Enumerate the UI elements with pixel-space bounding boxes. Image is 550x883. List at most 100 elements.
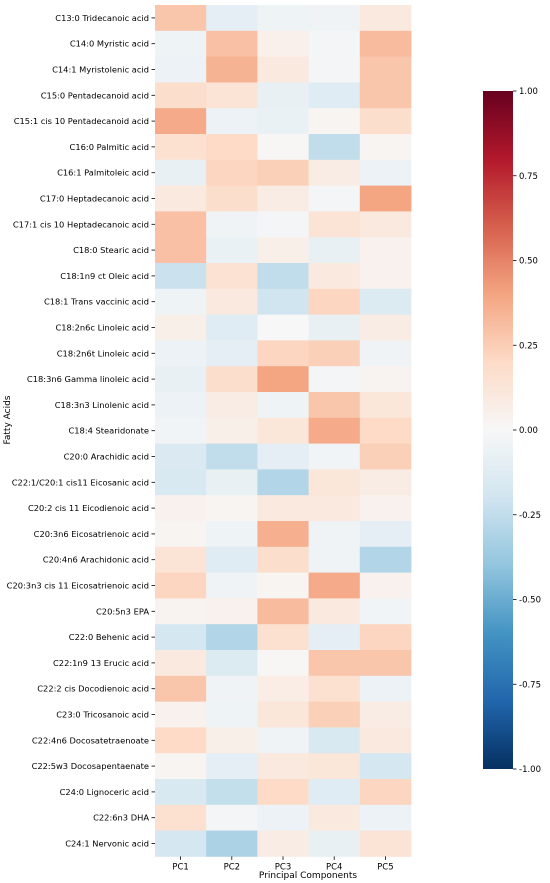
heatmap-cell (155, 5, 207, 32)
column-labels: PC1 PC2 PC3 PC4 PC5 (172, 856, 394, 872)
colorbar-tick-label: -0.75 (519, 680, 541, 690)
row-label: C14:1 Myristolenic acid (52, 65, 149, 75)
colorbar-tick-label: -1.00 (519, 765, 541, 775)
heatmap-cell (308, 5, 361, 32)
heatmap-cell (206, 701, 258, 728)
heatmap-cell (308, 469, 361, 496)
heatmap-cell (308, 521, 361, 548)
colorbar-gradient (483, 91, 513, 769)
heatmap-cell (257, 5, 309, 32)
heatmap-cell (155, 134, 207, 161)
row-label: C18:0 Stearic acid (73, 245, 149, 255)
heatmap-cell (257, 830, 309, 857)
heatmap-cell (359, 263, 412, 290)
heatmap-cell (206, 108, 258, 135)
heatmap-cell (206, 572, 258, 599)
heatmap-cell (359, 56, 412, 83)
heatmap-cell (155, 366, 207, 393)
heatmap-cell (155, 598, 207, 625)
heatmap-cell (257, 314, 309, 341)
heatmap-cell (206, 624, 258, 651)
heatmap-cell (155, 830, 207, 857)
heatmap-cell (308, 134, 361, 161)
heatmap-cell (359, 288, 412, 315)
row-label: C16:0 Palmitic acid (70, 142, 149, 152)
heatmap-cell (206, 237, 258, 264)
heatmap-cell (257, 727, 309, 754)
row-label: C22:1n9 13 Erucic acid (53, 658, 149, 668)
heatmap-cell (359, 443, 412, 470)
row-label: C18:1 Trans vaccinic acid (44, 297, 149, 307)
row-label: C13:0 Tridecanoic acid (55, 13, 149, 23)
heatmap-cell (257, 134, 309, 161)
heatmap-cell (257, 469, 309, 496)
heatmap-cell (257, 443, 309, 470)
heatmap-cell (308, 675, 361, 702)
heatmap-cell (359, 624, 412, 651)
colorbar-tick-label: 0.25 (519, 341, 538, 351)
column-label: PC4 (326, 862, 342, 872)
heatmap-cell (308, 443, 361, 470)
row-label: C22:2 cis Docodienoic acid (37, 684, 149, 694)
heatmap-cell (308, 366, 361, 393)
heatmap-cell (155, 701, 207, 728)
row-label: C24:1 Nervonic acid (65, 839, 149, 849)
heatmap-cell (155, 82, 207, 109)
heatmap-cell (257, 366, 309, 393)
heatmap-cell (206, 546, 258, 573)
heatmap-cell (257, 82, 309, 109)
heatmap-cell (359, 469, 412, 496)
heatmap-cell (206, 469, 258, 496)
heatmap-cell (155, 572, 207, 599)
row-label: C20:0 Arachidic acid (64, 452, 149, 462)
heatmap-cell (308, 598, 361, 625)
heatmap-cell (308, 546, 361, 573)
heatmap-cell (359, 314, 412, 341)
heatmap-cell (257, 185, 309, 212)
colorbar: 1.00 0.75 0.50 0.25 0.00 -0.25 -0.50 -0.75 -1.00 (483, 87, 541, 775)
heatmap-cell (206, 753, 258, 780)
row-label: C22:0 Behenic acid (69, 632, 149, 642)
heatmap-cell (155, 237, 207, 264)
heatmap-cell (206, 443, 258, 470)
heatmap-cell (359, 134, 412, 161)
heatmap-cell (308, 727, 361, 754)
heatmap-cell (206, 340, 258, 367)
heatmap-cell (257, 624, 309, 651)
row-label: C24:0 Lignoceric acid (60, 787, 149, 797)
row-label: C20:4n6 Arachidonic acid (43, 555, 149, 565)
heatmap-cell (257, 56, 309, 83)
row-label: C20:3n6 Eicosatrienoic acid (34, 529, 149, 539)
heatmap-cell (308, 82, 361, 109)
heatmap-cell (308, 753, 361, 780)
row-label: C14:0 Myristic acid (70, 39, 149, 49)
heatmap-cell (308, 624, 361, 651)
heatmap-cell (308, 211, 361, 238)
row-label: C15:1 cis 10 Pentadecanoid acid (14, 116, 149, 126)
row-label: C22:6n3 DHA (93, 813, 149, 823)
heatmap-cell (155, 263, 207, 290)
heatmap-cell (206, 314, 258, 341)
heatmap-cell (359, 495, 412, 522)
colorbar-tick-label: -0.25 (519, 511, 541, 521)
heatmap-cell (308, 288, 361, 315)
heatmap-cell (257, 30, 309, 57)
heatmap-cell (155, 675, 207, 702)
heatmap-cell (206, 159, 258, 186)
heatmap-cell (155, 314, 207, 341)
heatmap-cell (206, 727, 258, 754)
heatmap-cell (257, 495, 309, 522)
x-axis-label: Principal Components (259, 871, 357, 881)
heatmap-cell (155, 650, 207, 677)
row-label: C18:2n6t Linoleic acid (57, 348, 149, 358)
row-label: C20:2 cis 11 Eicodienoic acid (28, 503, 149, 513)
row-label: C18:3n6 Gamma linoleic acid (27, 374, 149, 384)
row-label: C22:5w3 Docosapentaenate (32, 761, 149, 771)
heatmap-cell (359, 779, 412, 806)
heatmap-cell (359, 185, 412, 212)
heatmap-cell (308, 701, 361, 728)
row-label: C18:2n6c Linoleic acid (55, 323, 149, 333)
heatmap-cell (308, 417, 361, 444)
heatmap-cell (308, 392, 361, 419)
heatmap-cell (308, 495, 361, 522)
